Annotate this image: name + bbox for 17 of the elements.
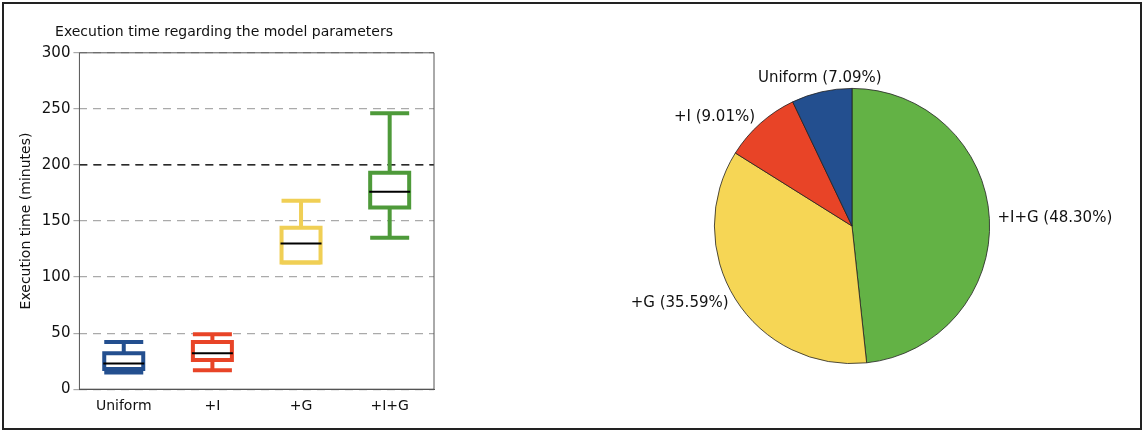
x-tick-label: +I+G (370, 397, 409, 414)
x-tick-label: +G (289, 397, 313, 414)
slice-label: +I (9.01%) (673, 107, 756, 126)
y-tick-label: 150 (41, 210, 71, 229)
y-axis-title: Execution time (minutes) (17, 132, 34, 310)
x-tick-label: +I (204, 397, 221, 414)
slice-label: +G (35.59%) (630, 293, 729, 312)
y-tick-label: 200 (41, 154, 71, 173)
y-tick-label: 0 (60, 379, 71, 398)
y-tick-label: 300 (41, 42, 71, 61)
x-tick-label: Uniform (95, 397, 152, 414)
y-tick-label: 50 (51, 323, 71, 342)
chart-title: Execution time regarding the model parameters (55, 23, 393, 40)
slice-label: Uniform (7.09%) (757, 67, 882, 86)
slice-label: +I+G (48.30%) (997, 208, 1113, 227)
y-tick-label: 250 (41, 98, 71, 117)
y-tick-label: 100 (41, 266, 71, 285)
